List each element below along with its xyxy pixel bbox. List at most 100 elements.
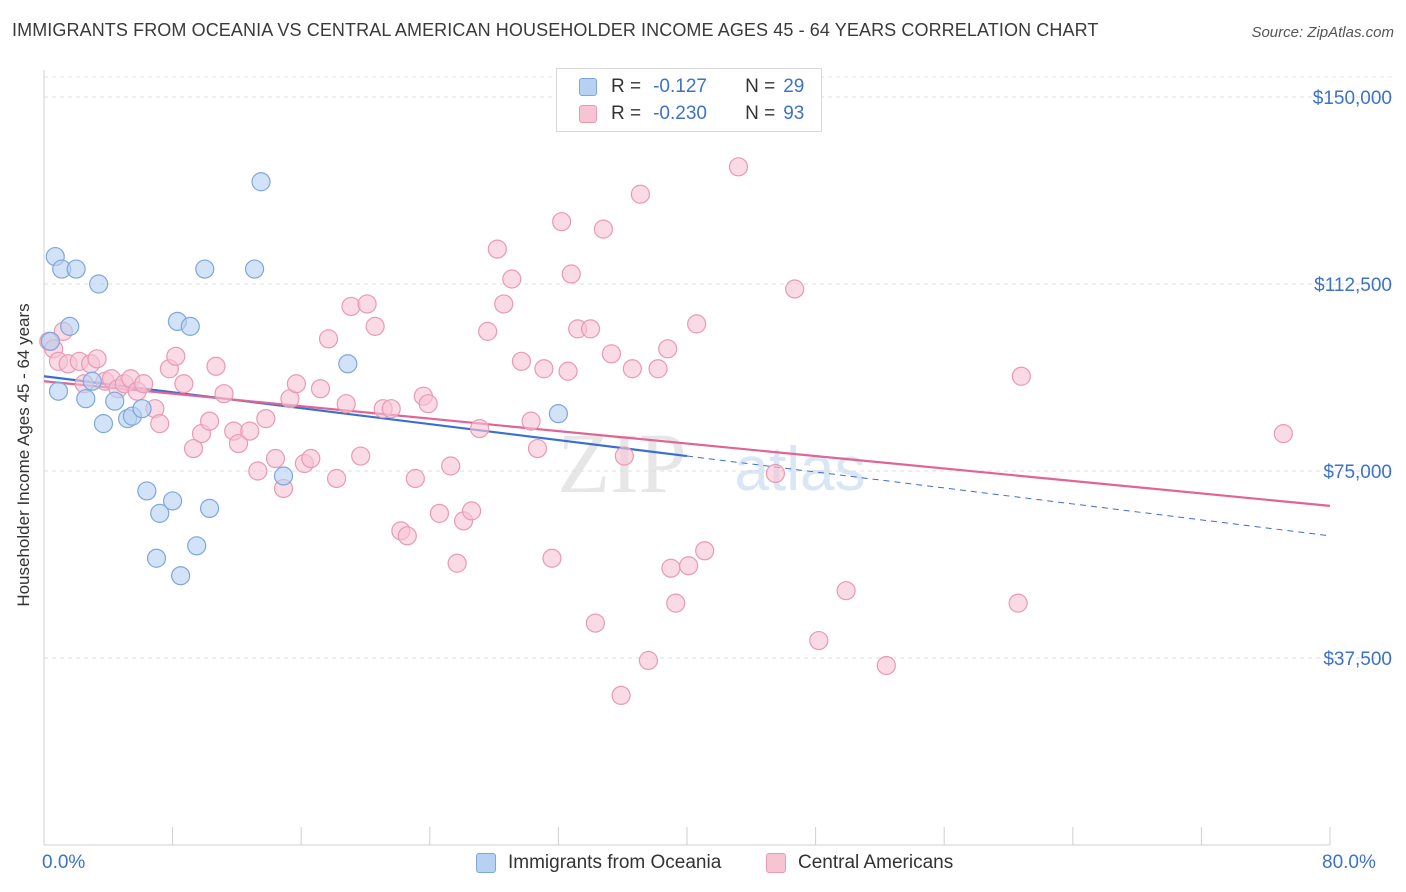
central-americans-point [351, 446, 371, 466]
legend-row-central-americans: R = -0.230 N = 93 [579, 102, 804, 126]
stats-legend: R = -0.127 N = 29 R = -0.230 N = 93 [556, 68, 822, 132]
central-americans-point [381, 399, 401, 419]
y-tick-label: $112,500 [1314, 275, 1392, 296]
central-americans-point [405, 468, 425, 489]
data-points [39, 157, 1293, 706]
central-americans-point [87, 349, 107, 369]
axes [43, 70, 1331, 846]
series-legend-oceania: Immigrants from Oceania [476, 852, 721, 874]
oceania-point [48, 381, 69, 401]
central-americans-point [310, 379, 331, 399]
central-americans-point [206, 356, 226, 376]
oceania-point [76, 389, 96, 409]
y-tick-labels: $37,500 $75,000 $112,500 $150,000 [1313, 88, 1392, 670]
central-americans-point [134, 374, 154, 394]
source-credit: Source: ZipAtlas.com [1251, 24, 1394, 41]
central-americans-point [876, 655, 896, 676]
oceania-trend-extension [686, 455, 1331, 537]
central-americans-point [561, 264, 581, 284]
legend-n-value: 29 [783, 76, 805, 97]
central-americans-point [534, 359, 554, 379]
central-americans-point [765, 463, 786, 484]
central-americans-trend-line [43, 380, 1331, 508]
central-americans-point [341, 296, 361, 317]
oceania-point [82, 371, 102, 391]
oceania-point [163, 491, 183, 511]
central-americans-point [1011, 366, 1031, 386]
oceania-point [137, 481, 157, 501]
oceania-point [187, 536, 207, 556]
series-swatch-pink [766, 853, 786, 873]
central-americans-point [809, 630, 829, 651]
central-americans-point [679, 556, 699, 576]
legend-swatch-blue [579, 78, 597, 96]
central-americans-point [728, 157, 749, 177]
central-americans-point [687, 314, 707, 334]
central-americans-point [585, 613, 605, 633]
series-legend-central-americans: Central Americans [766, 852, 953, 874]
oceania-point [251, 172, 271, 192]
series-name-oceania: Immigrants from Oceania [508, 852, 722, 873]
central-americans-point [240, 421, 260, 441]
central-americans-point [336, 394, 356, 414]
legend-n-value: 93 [783, 103, 805, 124]
central-americans-point [365, 316, 385, 336]
central-americans-point [638, 650, 659, 671]
oceania-point [273, 466, 294, 486]
central-americans-point [487, 239, 507, 259]
central-americans-point [429, 503, 450, 523]
central-americans-point [622, 359, 642, 379]
central-americans-point [248, 461, 268, 481]
central-americans-point [183, 438, 204, 459]
central-americans-point [695, 541, 715, 561]
oceania-point [66, 259, 86, 279]
central-americans-point [214, 384, 234, 404]
x-tick-min: 0.0% [42, 852, 86, 873]
oceania-point [60, 316, 80, 336]
legend-n-label: N = [745, 76, 776, 97]
legend-r-value: -0.127 [653, 76, 707, 97]
central-americans-point [174, 374, 194, 394]
central-americans-point [836, 581, 856, 601]
oceania-point [195, 259, 215, 279]
central-americans-point [318, 329, 339, 349]
central-americans-point [256, 409, 276, 429]
series-swatch-blue [476, 853, 496, 873]
central-americans-point [461, 501, 482, 521]
central-americans-point [661, 558, 681, 578]
legend-r-value: -0.230 [653, 103, 707, 124]
gridlines [44, 76, 1392, 659]
central-americans-point [441, 456, 461, 476]
oceania-point [244, 259, 265, 279]
legend-swatch-pink [579, 105, 597, 123]
oceania-point [548, 404, 569, 424]
legend-n-label: N = [745, 103, 776, 124]
y-axis-label: Householder Income Ages 45 - 64 years [14, 303, 33, 607]
central-americans-point [494, 294, 514, 314]
central-americans-point [614, 446, 634, 466]
watermark-atlas: atlas [735, 435, 866, 504]
central-americans-point [611, 685, 631, 706]
y-tick-label: $75,000 [1323, 462, 1392, 483]
series-legend: Immigrants from Oceania Central American… [0, 852, 1406, 878]
central-americans-point [658, 339, 678, 359]
central-americans-point [166, 346, 186, 366]
oceania-point [180, 316, 200, 336]
central-americans-point [552, 212, 572, 232]
legend-row-oceania: R = -0.127 N = 29 [579, 75, 804, 99]
central-americans-point [785, 279, 805, 299]
trend-lines [43, 375, 1331, 537]
oceania-point [199, 498, 220, 518]
watermark: ZIP atlas [558, 415, 866, 511]
central-americans-point [593, 219, 614, 239]
oceania-point [146, 548, 167, 568]
legend-r-label: R = [611, 76, 642, 97]
y-tick-label: $37,500 [1323, 649, 1392, 670]
central-americans-point [558, 361, 578, 381]
central-americans-point [630, 184, 650, 204]
central-americans-point [326, 468, 347, 489]
central-americans-point [478, 321, 498, 341]
central-americans-point [418, 394, 438, 414]
oceania-point [105, 391, 125, 411]
